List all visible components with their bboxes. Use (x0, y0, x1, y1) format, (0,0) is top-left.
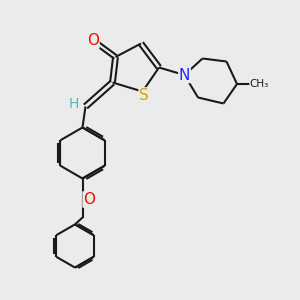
Text: O: O (83, 192, 95, 207)
Text: CH₃: CH₃ (250, 79, 269, 89)
Text: N: N (179, 68, 190, 82)
Text: S: S (139, 88, 149, 103)
Text: H: H (69, 97, 79, 110)
Text: O: O (87, 33, 99, 48)
